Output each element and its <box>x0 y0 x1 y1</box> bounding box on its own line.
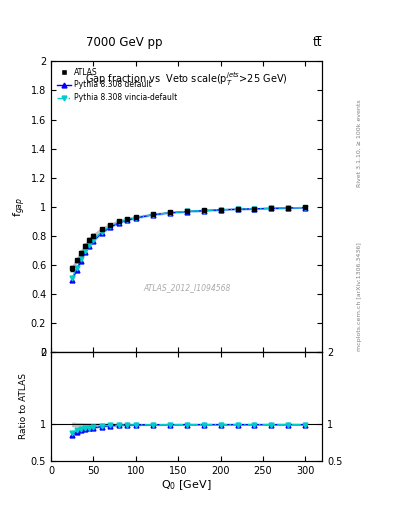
Text: mcplots.cern.ch [arXiv:1306.3436]: mcplots.cern.ch [arXiv:1306.3436] <box>357 243 362 351</box>
Y-axis label: f$_{gap}$: f$_{gap}$ <box>12 197 28 217</box>
Legend: ATLAS, Pythia 8.308 default, Pythia 8.308 vincia-default: ATLAS, Pythia 8.308 default, Pythia 8.30… <box>55 65 180 104</box>
X-axis label: Q$_0$ [GeV]: Q$_0$ [GeV] <box>162 478 212 492</box>
Y-axis label: Ratio to ATLAS: Ratio to ATLAS <box>19 373 28 439</box>
Text: tt̅: tt̅ <box>313 36 322 49</box>
Text: Rivet 3.1.10, ≥ 100k events: Rivet 3.1.10, ≥ 100k events <box>357 99 362 187</box>
Text: Gap fraction vs  Veto scale(p$_T^{jets}$>25 GeV): Gap fraction vs Veto scale(p$_T^{jets}$>… <box>85 70 288 88</box>
Text: ATLAS_2012_I1094568: ATLAS_2012_I1094568 <box>143 284 230 292</box>
Text: 7000 GeV pp: 7000 GeV pp <box>86 36 163 49</box>
